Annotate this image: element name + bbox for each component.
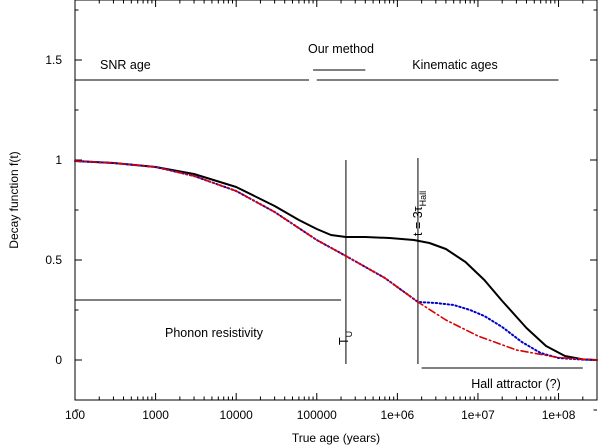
phonon-resistivity-label: Phonon resistivity	[165, 326, 264, 340]
x-axis-title: True age (years)	[292, 431, 380, 445]
annotations: SNR age Our method Kinematic ages Phonon re…	[100, 42, 561, 391]
x-tick-label: 1e+07	[461, 408, 495, 422]
y-tick-labels: 0 0.5 1 1.5	[45, 53, 62, 367]
y-tick-label: 0	[55, 353, 62, 367]
plot-frame	[74, 0, 598, 401]
snr-age-label: SNR age	[100, 58, 151, 72]
x-tick-label: 100000	[297, 408, 337, 422]
kinematic-ages-label: Kinematic ages	[412, 58, 497, 72]
data-series	[74, 160, 598, 361]
thall-label-main: t = 3τ	[411, 206, 425, 236]
series-line-solid	[74, 160, 598, 361]
y-tick-label: 1	[55, 153, 62, 167]
y-axis-title: Decay function f(t)	[7, 151, 21, 248]
thall-label: t = 3τHall	[411, 191, 428, 236]
x-tick-label: 100	[65, 408, 85, 422]
x-tick-label: 1e+06	[381, 408, 415, 422]
our-method-label: Our method	[308, 42, 374, 56]
y-tick-label: 0.5	[45, 253, 62, 267]
x-tick-label: 1000	[142, 408, 169, 422]
x-tick-label: 1e+08	[542, 408, 576, 422]
x-tick-label: 10000	[219, 408, 253, 422]
reference-lines	[75, 69, 583, 369]
thall-label-sub: Hall	[418, 191, 428, 207]
y-tick-label: 1.5	[45, 53, 62, 67]
x-tick-labels: 100 1000 10000 100000 1e+06 1e+07 1e+08	[65, 408, 576, 422]
series-line-dashdot	[74, 160, 598, 361]
tu-label-sub: U	[344, 331, 354, 338]
tu-label: TU	[337, 331, 354, 345]
hall-attractor-label: Hall attractor (?)	[471, 377, 561, 391]
axis-ticks	[74, 0, 598, 411]
tu-label-main: T	[337, 337, 351, 345]
series-line-dotted	[74, 160, 598, 361]
